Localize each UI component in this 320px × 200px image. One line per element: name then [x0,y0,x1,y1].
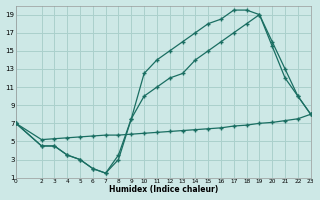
X-axis label: Humidex (Indice chaleur): Humidex (Indice chaleur) [109,185,218,194]
